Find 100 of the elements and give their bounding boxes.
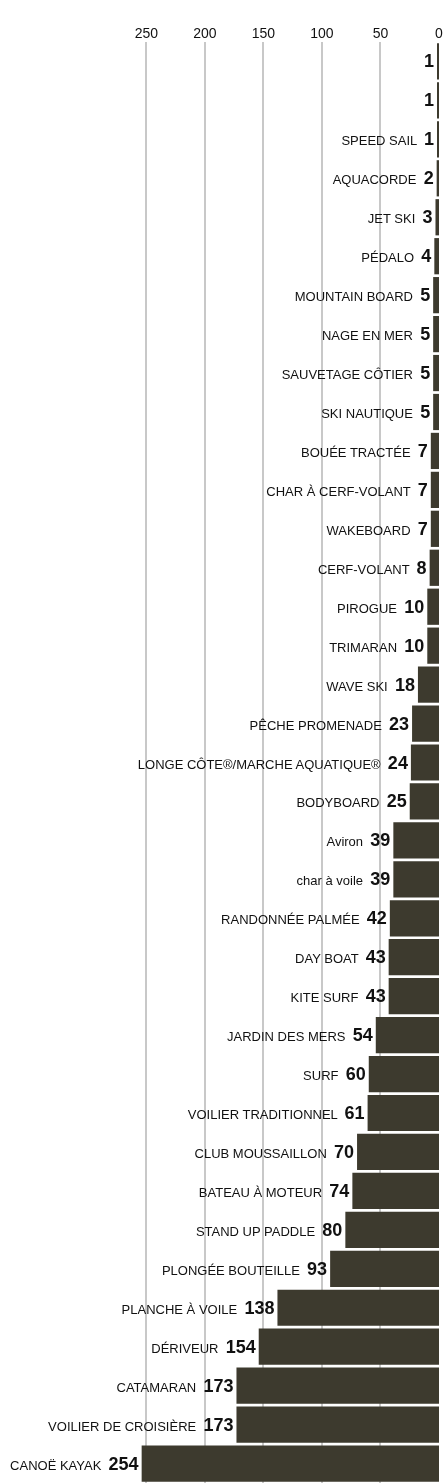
bar [345,1211,439,1248]
y-tick-label: CLUB MOUSSAILLON [194,1145,327,1161]
bar [141,1445,439,1482]
y-tick-label: JARDIN DES MERS [227,1029,346,1045]
y-tick-label: BODYBOARD [296,795,380,811]
x-tick-label: 100 [310,25,334,42]
data-label: 60 [345,1064,366,1085]
data-label: 54 [352,1025,373,1046]
y-tick-label: AQUACORDE [332,172,417,188]
x-tick-label: 200 [193,25,217,42]
bar [409,783,439,820]
y-tick-label: RANDONNÉE PALMÉE [221,912,360,928]
bar [236,1406,439,1443]
bar [412,705,439,742]
data-label: 138 [244,1297,275,1318]
y-tick-label: LONGE CÔTE®/MARCHE AQUATIQUE® [137,756,381,772]
y-tick-label: BATEAU À MOTEUR [198,1184,323,1200]
y-tick-label: PLANCHE À VOILE [121,1301,238,1317]
bar [393,861,439,898]
y-tick-label: NAGE EN MER [321,328,413,344]
data-label: 18 [394,674,415,695]
bar [427,627,439,664]
data-label: 7 [417,518,428,539]
bar [393,822,439,859]
y-tick-label: JET SKI [367,211,416,227]
y-tick-label: KITE SURF [290,990,359,1006]
data-label: 10 [404,596,425,617]
y-tick-label: Aviron [326,834,364,850]
y-tick-label: MOUNTAIN BOARD [294,289,413,305]
y-tick-label: SKI NAUTIQUE [321,405,413,421]
bar [430,471,439,508]
bar [388,978,439,1015]
data-label: 93 [307,1258,328,1279]
bar [388,939,439,976]
data-label: 5 [420,401,431,422]
data-label: 173 [203,1414,234,1435]
data-label: 42 [366,908,387,929]
data-label: 23 [389,713,410,734]
y-tick-label: SPEED SAIL [341,133,417,149]
y-tick-label: CANOË KAYAK [10,1457,102,1473]
data-label: 154 [225,1336,256,1357]
y-tick-label: WAKEBOARD [326,522,411,538]
x-tick-label: 150 [251,25,276,42]
data-label: 74 [329,1180,350,1201]
bar [427,588,439,625]
bar [357,1133,439,1171]
bar [433,315,439,353]
bar [368,1055,439,1093]
y-tick-label: SURF [303,1068,339,1084]
y-tick-label: WAVE SKI [326,678,388,694]
bar [389,900,439,937]
data-label: 25 [386,791,407,812]
data-label: 3 [422,207,433,228]
data-label: 43 [365,947,386,968]
bar [352,1172,439,1210]
y-tick-label: PIROGUE [337,600,398,616]
y-tick-label: PÊCHE PROMENADE [249,717,382,733]
data-label: 1 [423,51,434,72]
bar [435,199,439,236]
y-tick-label: TRIMARAN [329,639,398,655]
bar [258,1328,439,1365]
bar [434,238,439,275]
data-label: 5 [420,285,431,306]
y-tick-label: PLONGÉE BOUTEILLE [161,1262,300,1278]
data-label: 24 [387,752,408,773]
y-tick-label: DAY BOAT [295,951,359,967]
data-label: 254 [108,1453,139,1474]
data-label: 7 [417,479,428,500]
data-label: 43 [365,986,386,1007]
data-label: 80 [322,1219,343,1240]
y-tick-label: BOUÉE TRACTÉE [301,444,411,460]
data-label: 70 [334,1141,355,1162]
y-tick-label: VOILIER TRADITIONNEL [187,1107,338,1123]
bar [429,549,439,586]
y-tick-label: STAND UP PADDLE [195,1223,316,1239]
data-label: 10 [404,635,425,656]
bar [433,354,439,392]
bar [417,666,439,703]
y-tick-label: CHAR À CERF-VOLANT [266,483,411,499]
bar [375,1017,439,1054]
bar [433,277,439,314]
data-label: 173 [203,1375,234,1396]
bar [430,432,439,470]
data-label: 8 [416,557,427,578]
bar [430,510,439,547]
y-tick-label: CATAMARAN [116,1379,197,1395]
bar [410,744,439,781]
x-tick-label: 0 [435,25,444,42]
y-tick-label: char à voile [296,873,364,889]
x-tick-label: 250 [134,25,159,42]
y-tick-label: SAUVETAGE CÔTIER [281,367,413,383]
data-label: 5 [420,324,431,345]
y-tick-label: DÉRIVEUR [151,1340,219,1356]
x-tick-label: 50 [372,25,389,42]
data-label: 61 [344,1103,365,1124]
data-label: 39 [370,869,391,890]
data-label: 2 [423,168,434,189]
bar [367,1094,439,1132]
y-tick-label: PÉDALO [361,250,415,266]
bar [330,1250,439,1287]
